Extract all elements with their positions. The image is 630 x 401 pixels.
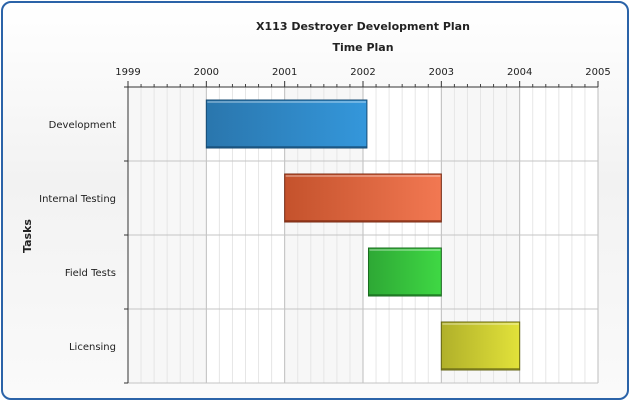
x-tick-label: 1999 — [115, 67, 140, 78]
task-bar-shadow — [206, 146, 367, 148]
x-axis-title: Time Plan — [332, 41, 393, 54]
task-label: Development — [49, 120, 116, 131]
y-axis-title: Tasks — [21, 219, 34, 253]
task-bar-shadow — [441, 368, 520, 370]
task-bar-highlight — [442, 323, 519, 325]
task-bar-highlight — [285, 175, 441, 177]
task-bar-highlight — [369, 249, 441, 251]
chart-title: X113 Destroyer Development Plan — [256, 20, 470, 33]
task-bar — [440, 321, 521, 371]
x-tick-label: 2000 — [194, 67, 219, 78]
task-label: Field Tests — [65, 268, 116, 279]
task-bar — [367, 247, 442, 297]
task-bar-highlight — [207, 101, 366, 103]
x-tick-label: 2004 — [507, 67, 532, 78]
x-tick-label: 2005 — [585, 67, 610, 78]
x-tick-label: 2001 — [272, 67, 297, 78]
task-label: Licensing — [69, 342, 116, 353]
task-label: Internal Testing — [39, 194, 116, 205]
x-tick-label: 2003 — [429, 67, 454, 78]
task-bar-shadow — [368, 294, 442, 296]
task-bar — [205, 99, 368, 149]
task-bar-shadow — [284, 220, 442, 222]
x-tick-label: 2002 — [350, 67, 375, 78]
task-bar — [284, 173, 442, 223]
